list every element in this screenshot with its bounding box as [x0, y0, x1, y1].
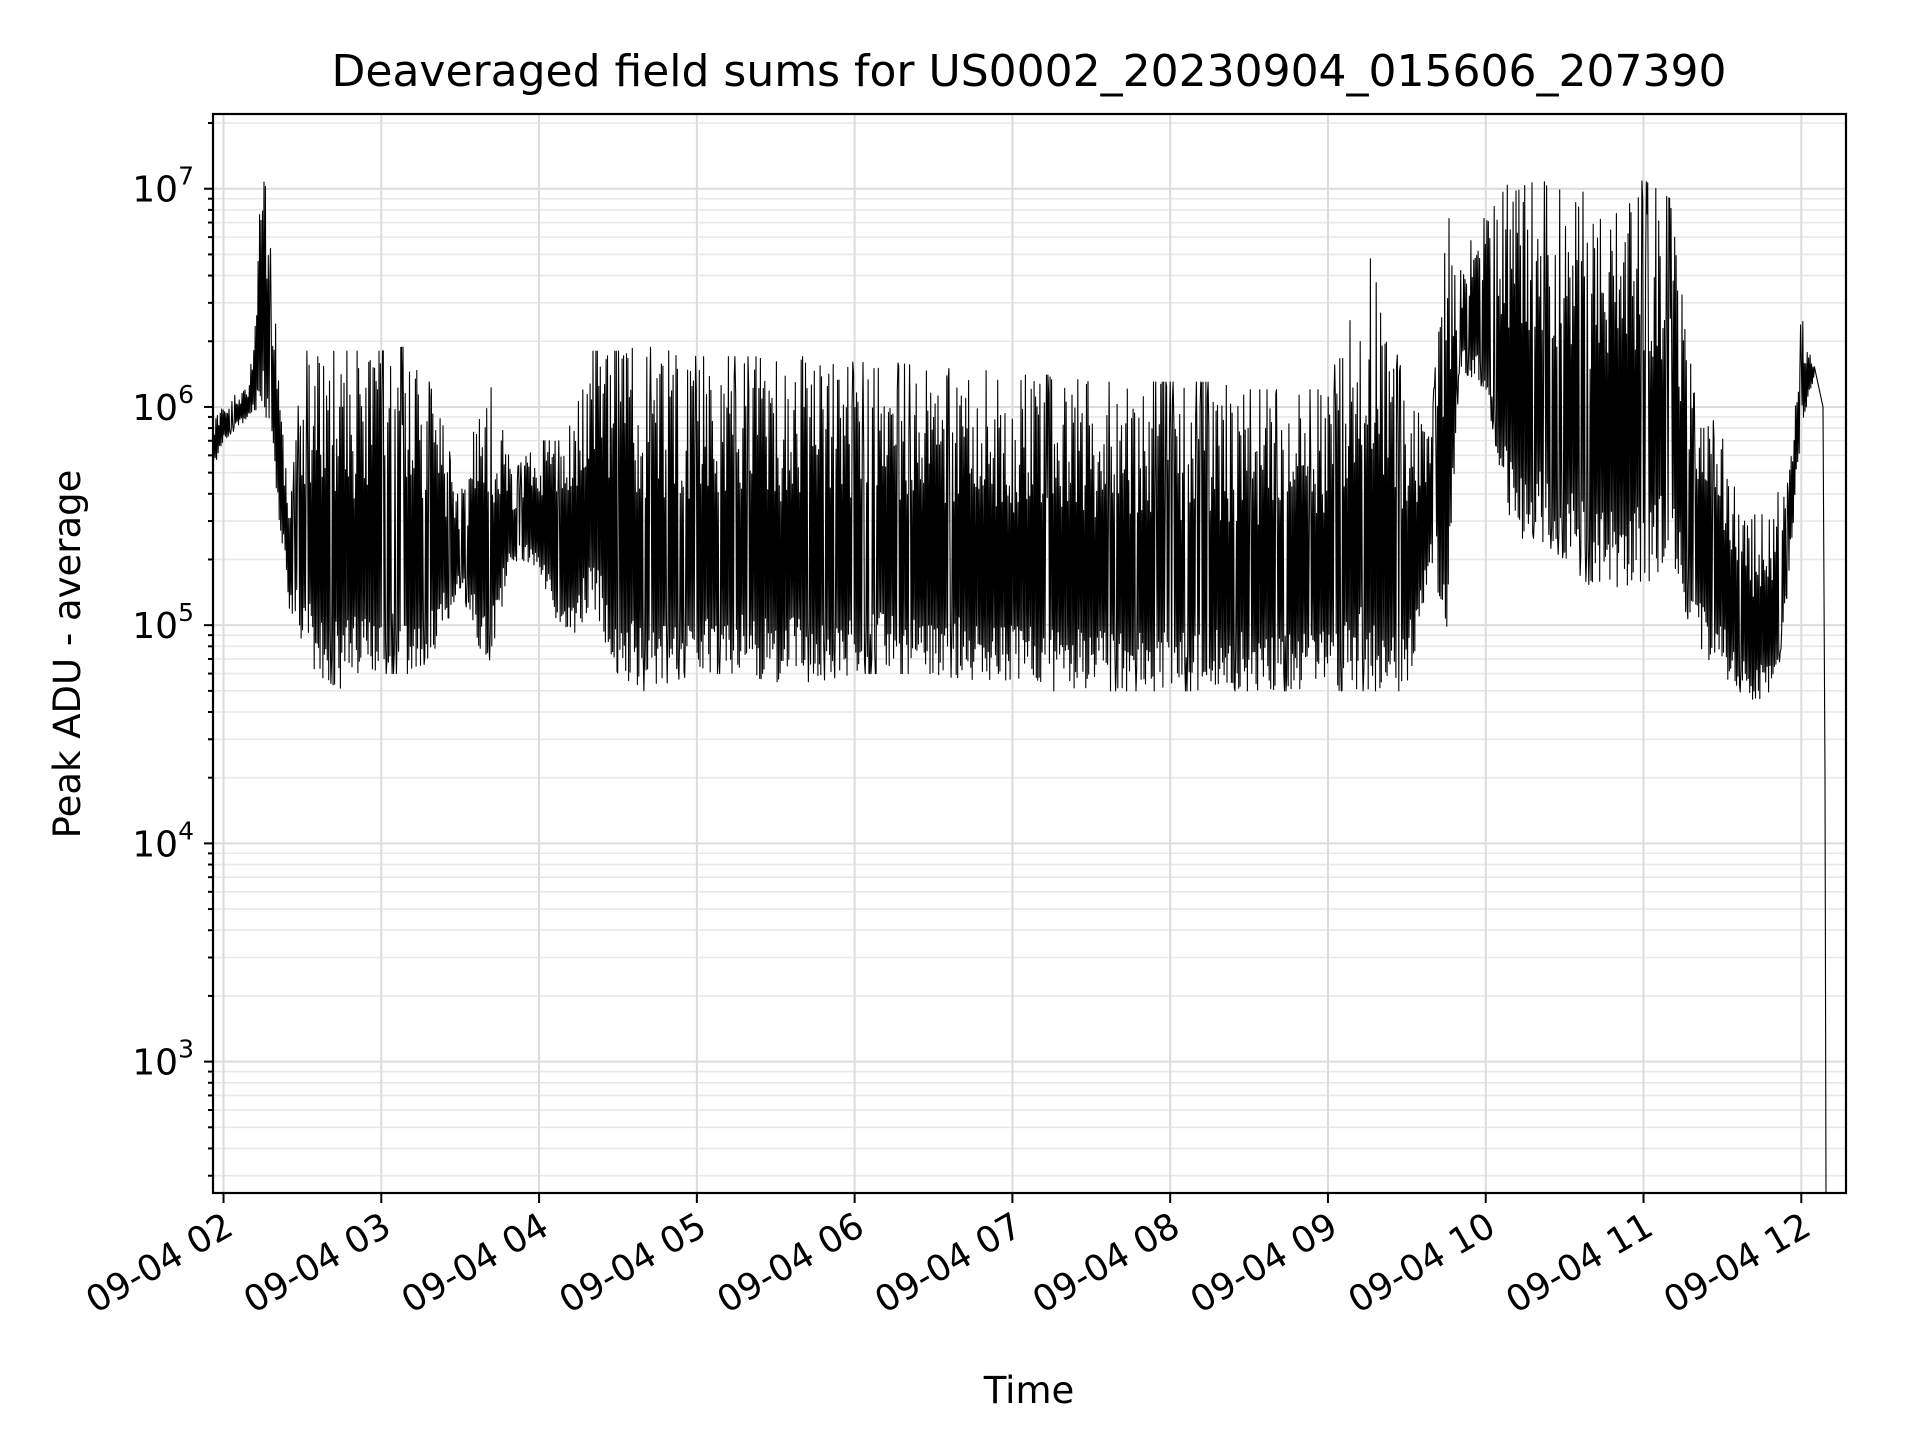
- x-tick-label: 09-04 04: [395, 1205, 556, 1321]
- x-tick-label: 09-04 08: [1026, 1205, 1187, 1321]
- x-tick-label: 09-04 05: [553, 1205, 714, 1321]
- y-tick-label: 107: [132, 162, 194, 211]
- x-tick-label: 09-04 12: [1657, 1205, 1818, 1321]
- y-axis-label: Peak ADU - average: [46, 470, 89, 839]
- y-tick-label: 106: [132, 380, 194, 429]
- x-tick-label: 09-04 11: [1499, 1205, 1660, 1321]
- plot-frame: [211, 112, 1848, 1195]
- x-tick-label: 09-04 03: [237, 1205, 398, 1321]
- y-tick-label: 103: [132, 1035, 194, 1084]
- y-tick-label: 105: [132, 598, 194, 647]
- series-line: [212, 180, 1827, 1194]
- x-tick-label: 09-04 09: [1184, 1205, 1345, 1321]
- x-tick-label: 09-04 07: [868, 1205, 1029, 1321]
- x-tick-label: 09-04 02: [79, 1205, 240, 1321]
- x-axis-label: Time: [983, 1369, 1075, 1412]
- chart-title: Deaveraged field sums for US0002_2023090…: [332, 46, 1727, 97]
- y-tick-label: 104: [132, 816, 194, 865]
- x-tick-label: 09-04 10: [1342, 1205, 1503, 1321]
- x-tick-label: 09-04 06: [710, 1205, 871, 1321]
